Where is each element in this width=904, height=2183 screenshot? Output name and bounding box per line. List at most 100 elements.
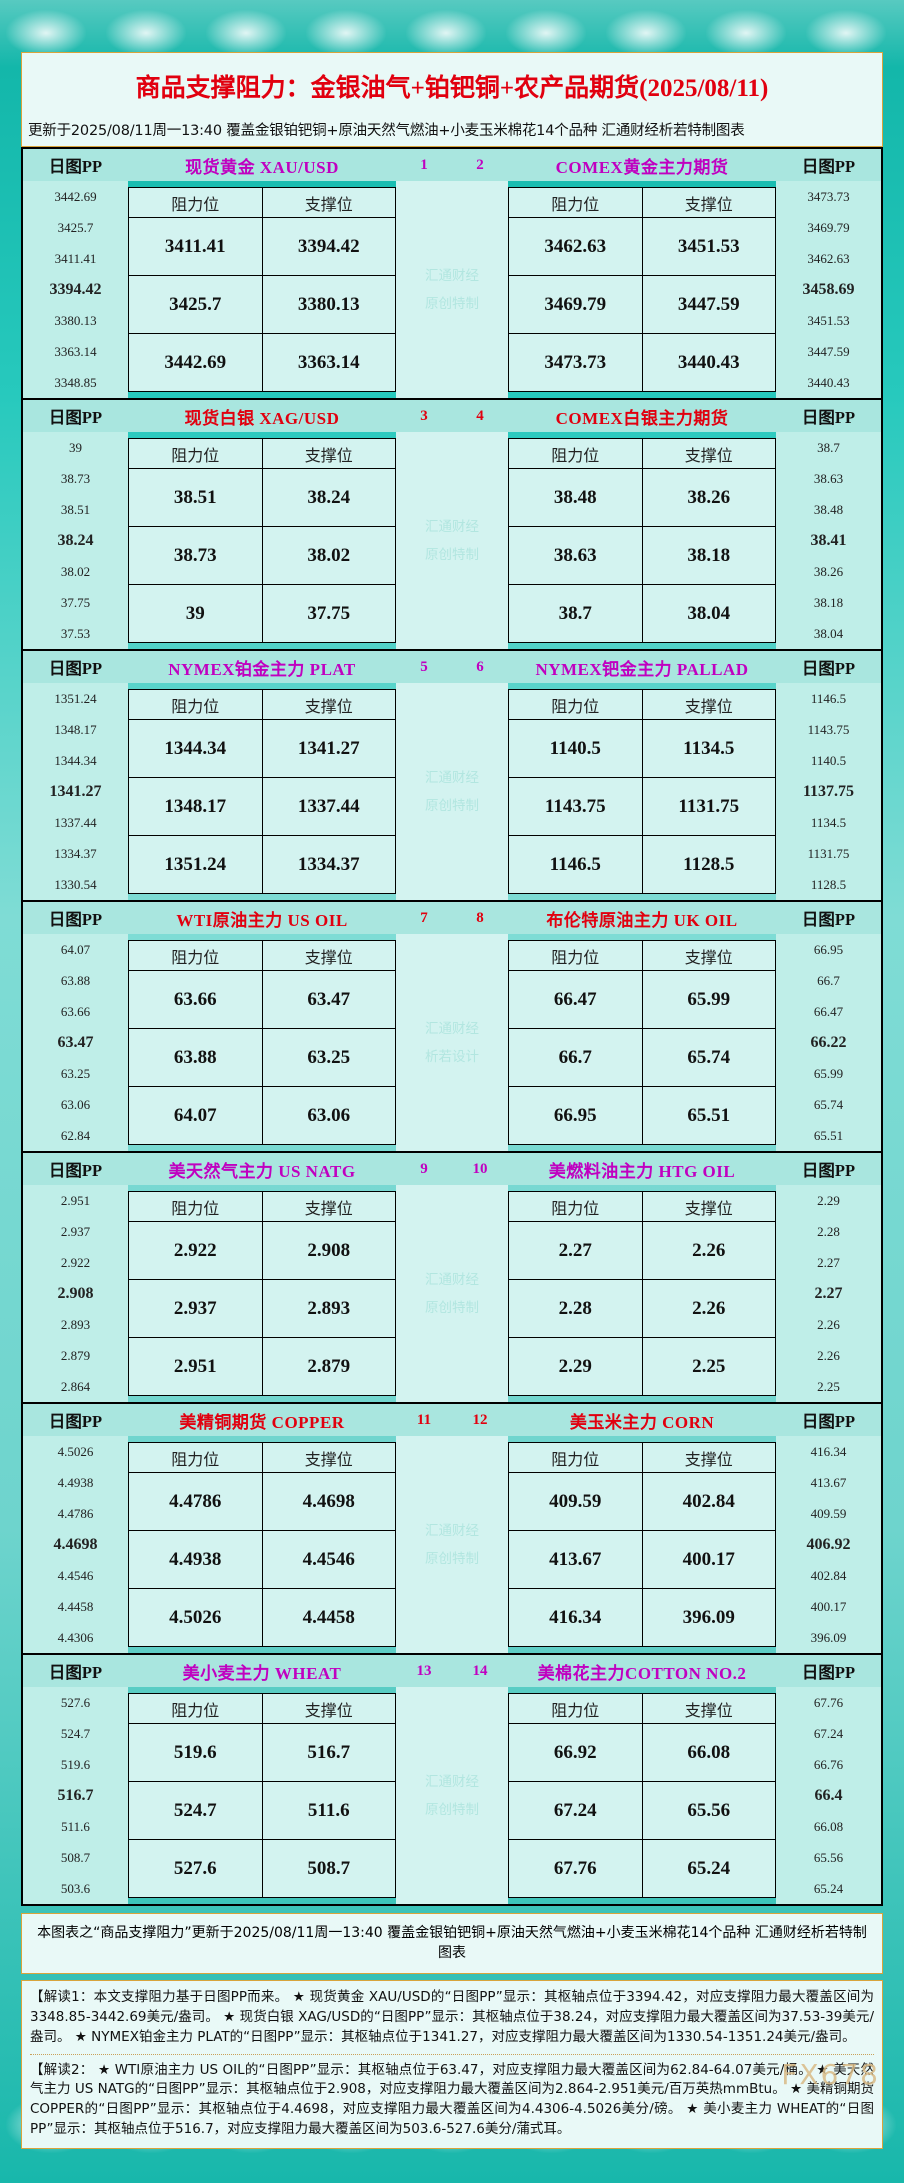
resistance-value: 3425.7	[128, 275, 263, 334]
center-watermark: 汇通财经 原创特制	[396, 1436, 508, 1653]
table-row: 3425.7 3380.13	[128, 275, 396, 334]
resistance-header: 阻力位	[128, 187, 263, 218]
left-table-cell: 阻力位 支撑位 519.6 516.7 524.7 511.6 527.6 50…	[128, 1687, 396, 1904]
support-value: 508.7	[261, 1839, 396, 1898]
pp-value: 1337.44	[54, 815, 97, 830]
pp-column-right: 38.7 38.63 38.48 38.41 38.26 38.18 38.04	[776, 432, 881, 649]
pp-header-right: 日图PP	[776, 1655, 881, 1687]
resistance-header: 阻力位	[508, 187, 643, 218]
table-row: 38.48 38.26	[508, 468, 776, 527]
pp-header-right: 日图PP	[776, 1404, 881, 1436]
support-value: 38.18	[641, 526, 776, 585]
pp-value: 1128.5	[810, 877, 847, 892]
resistance-value: 66.92	[508, 1723, 643, 1782]
resistance-value: 2.922	[128, 1221, 263, 1280]
pp-value: 4.4546	[57, 1568, 94, 1583]
block-body-row: 3442.69 3425.7 3411.41 3394.42 3380.13 3363.1…	[23, 181, 881, 398]
right-levels-table: 阻力位 支撑位 1140.5 1134.5 1143.75 1131.75 11…	[508, 689, 776, 894]
watermark-line-1: 汇通财经	[425, 518, 479, 535]
support-header: 支撑位	[641, 940, 776, 971]
watermark-line-1: 汇通财经	[425, 1020, 479, 1037]
support-value: 3380.13	[261, 275, 396, 334]
pp-value: 39	[69, 440, 82, 455]
support-header: 支撑位	[261, 438, 396, 469]
pp-value: 2.26	[817, 1348, 840, 1363]
table-row: 1146.5 1128.5	[508, 835, 776, 894]
support-value: 65.24	[641, 1839, 776, 1898]
pp-value: 2.864	[60, 1379, 91, 1394]
center-watermark: 汇通财经 原创特制	[396, 683, 508, 900]
pp-value: 2.937	[60, 1224, 91, 1239]
right-table-cell: 阻力位 支撑位 3462.63 3451.53 3469.79 3447.59 …	[508, 181, 776, 398]
table-row: 4.4786 4.4698	[128, 1472, 396, 1531]
pp-value: 2.25	[817, 1379, 840, 1394]
pp-value: 516.7	[57, 1787, 94, 1804]
right-table-cell: 阻力位 支撑位 409.59 402.84 413.67 400.17 416.…	[508, 1436, 776, 1653]
pp-value: 65.24	[813, 1881, 844, 1896]
support-header: 支撑位	[641, 187, 776, 218]
pp-value: 4.4786	[57, 1506, 94, 1521]
pp-value: 1330.54	[54, 877, 97, 892]
support-value: 3440.43	[641, 333, 776, 392]
block-number-right: 12	[472, 1411, 488, 1428]
title-card: 商品支撑阻力：金银油气+铂钯铜+农产品期货(2025/08/11) 更新于202…	[21, 52, 883, 147]
resistance-value: 413.67	[508, 1530, 643, 1589]
pp-header-left: 日图PP	[23, 1404, 128, 1436]
support-value: 396.09	[641, 1588, 776, 1647]
pp-value: 3451.53	[807, 313, 850, 328]
resistance-header: 阻力位	[508, 1191, 643, 1222]
table-row: 2.28 2.26	[508, 1279, 776, 1338]
pp-value: 65.56	[813, 1850, 844, 1865]
support-value: 402.84	[641, 1472, 776, 1531]
pp-value: 3473.73	[807, 189, 850, 204]
resistance-header: 阻力位	[128, 1693, 263, 1724]
support-value: 2.26	[641, 1221, 776, 1280]
product-name-right: 布伦特原油主力 UK OIL	[508, 902, 776, 934]
resistance-value: 409.59	[508, 1472, 643, 1531]
support-value: 37.75	[261, 584, 396, 643]
pp-value: 38.48	[813, 502, 844, 517]
pp-value: 66.47	[813, 1004, 844, 1019]
pp-value: 413.67	[810, 1475, 847, 1490]
pp-value: 1146.5	[810, 691, 847, 706]
table-row: 2.951 2.879	[128, 1337, 396, 1396]
resistance-value: 1143.75	[508, 777, 643, 836]
pp-column-right: 67.76 67.24 66.76 66.4 66.08 65.56 65.24	[776, 1687, 881, 1904]
table-row: 1351.24 1334.37	[128, 835, 396, 894]
table-row: 63.66 63.47	[128, 970, 396, 1029]
support-value: 3363.14	[261, 333, 396, 392]
table-row: 38.51 38.24	[128, 468, 396, 527]
block-body-row: 2.951 2.937 2.922 2.908 2.893 2.879 2.864 阻力位 …	[23, 1185, 881, 1402]
table-row: 1348.17 1337.44	[128, 777, 396, 836]
resistance-value: 38.73	[128, 526, 263, 585]
support-header: 支撑位	[261, 940, 396, 971]
pp-value: 63.25	[60, 1066, 91, 1081]
block-number-left: 7	[420, 909, 428, 926]
resistance-header: 阻力位	[128, 438, 263, 469]
support-value: 38.02	[261, 526, 396, 585]
support-value: 1341.27	[261, 719, 396, 778]
pp-value: 1137.75	[802, 783, 855, 800]
block-body-row: 527.6 524.7 519.6 516.7 511.6 508.7 503.6 阻力位 …	[23, 1687, 881, 1904]
table-row: 2.29 2.25	[508, 1337, 776, 1396]
pp-value: 524.7	[60, 1726, 91, 1741]
support-value: 38.04	[641, 584, 776, 643]
support-value: 1337.44	[261, 777, 396, 836]
pp-value: 3469.79	[807, 220, 850, 235]
left-levels-table: 阻力位 支撑位 2.922 2.908 2.937 2.893 2.951 2.…	[128, 1191, 396, 1396]
right-table-cell: 阻力位 支撑位 66.92 66.08 67.24 65.56 67.76 65…	[508, 1687, 776, 1904]
resistance-header: 阻力位	[128, 1442, 263, 1473]
support-value: 63.06	[261, 1086, 396, 1145]
table-row: 2.937 2.893	[128, 1279, 396, 1338]
product-name-left: 美精铜期货 COPPER	[128, 1404, 396, 1436]
table-row: 3462.63 3451.53	[508, 217, 776, 276]
pp-value: 3447.59	[807, 344, 850, 359]
resistance-value: 38.48	[508, 468, 643, 527]
support-value: 1134.5	[641, 719, 776, 778]
resistance-header: 阻力位	[508, 1693, 643, 1724]
table-header-row: 阻力位 支撑位	[508, 689, 776, 720]
